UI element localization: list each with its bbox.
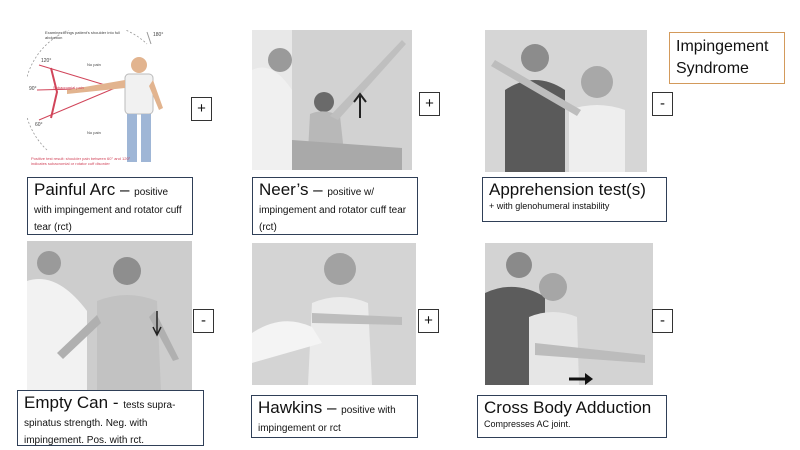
hawkins-test-photo bbox=[252, 243, 416, 385]
empty-can-desc: tests supra-spinatus strength. Neg. with… bbox=[24, 400, 176, 447]
diagram-label-60: 60° bbox=[35, 122, 43, 128]
apprehension-desc: + with glenohumeral instability bbox=[489, 200, 610, 211]
diagram-label-90: 90° bbox=[29, 86, 37, 92]
neer-test-photo bbox=[252, 30, 412, 170]
apprehension-test-photo bbox=[485, 30, 647, 172]
apprehension-caption: Apprehension test(s) + with glenohumeral… bbox=[482, 177, 667, 222]
empty-can-name: Empty Can bbox=[24, 393, 109, 412]
hawkins-sign: + bbox=[418, 309, 439, 333]
painful-arc-diagram: Examiner brings patient's shoulder into … bbox=[27, 30, 185, 176]
slide-title: Impingement Syndrome bbox=[669, 32, 785, 84]
cross-body-name: Cross Body Adduction bbox=[484, 398, 652, 417]
cross-body-sign: - bbox=[652, 309, 673, 333]
neer-desc: positive w/ impingement and rotator cuff… bbox=[259, 187, 407, 234]
diagram-top-note: Examiner brings patient's shoulder into … bbox=[45, 30, 121, 40]
diagram-no-pain-upper: No pain bbox=[87, 62, 101, 67]
painful-arc-name: Painful Arc bbox=[34, 180, 116, 199]
empty-can-dash: - bbox=[108, 393, 124, 412]
diagram-subacromial-pain: Subacromial pain bbox=[53, 85, 84, 90]
diagram-label-120: 120° bbox=[41, 58, 52, 64]
hawkins-desc: positive with impingement or rct bbox=[258, 405, 396, 434]
apprehension-name: Apprehension test(s) bbox=[489, 180, 646, 199]
cross-body-adduction-photo bbox=[485, 243, 653, 385]
hawkins-dash: – bbox=[322, 398, 342, 417]
neer-sign: + bbox=[419, 92, 440, 116]
hawkins-caption: Hawkins – positive with impingement or r… bbox=[251, 395, 418, 438]
empty-can-sign: - bbox=[193, 309, 214, 333]
painful-arc-dash: – bbox=[115, 180, 135, 199]
painful-arc-sign: + bbox=[191, 97, 212, 121]
hawkins-name: Hawkins bbox=[258, 398, 323, 417]
neer-dash: – bbox=[308, 180, 328, 199]
diagram-no-pain-lower: No pain bbox=[87, 130, 101, 135]
cross-body-desc: Compresses AC joint. bbox=[484, 418, 571, 429]
empty-can-test-photo bbox=[27, 241, 192, 391]
diagram-label-180: 180° bbox=[153, 32, 164, 38]
empty-can-caption: Empty Can - tests supra-spinatus strengt… bbox=[17, 390, 204, 446]
cross-body-caption: Cross Body Adduction Compresses AC joint… bbox=[477, 395, 667, 438]
painful-arc-desc: positive with impingement and rotator cu… bbox=[34, 187, 182, 234]
diagram-footnote: Positive test result: shoulder pain betw… bbox=[31, 156, 131, 166]
neer-caption: Neer’s – positive w/ impingement and rot… bbox=[252, 177, 418, 235]
painful-arc-caption: Painful Arc – positive with impingement … bbox=[27, 177, 193, 235]
neer-name: Neer’s bbox=[259, 180, 309, 199]
apprehension-sign: - bbox=[652, 92, 673, 116]
